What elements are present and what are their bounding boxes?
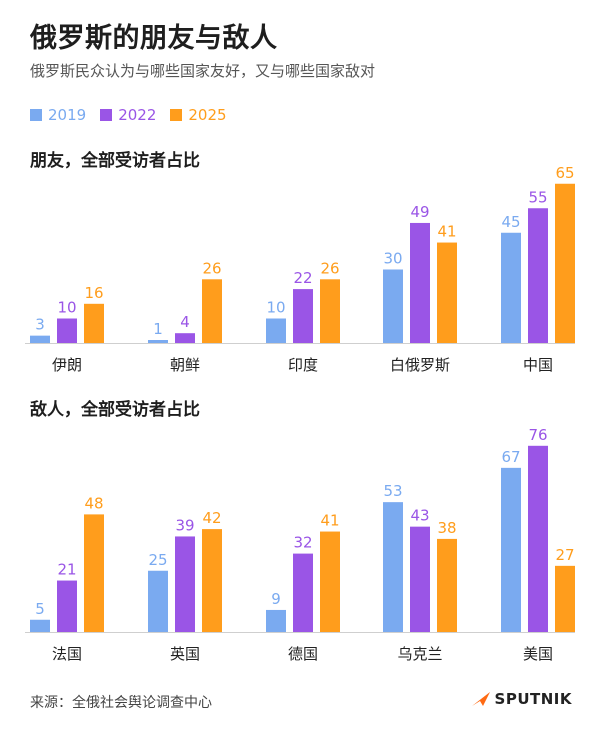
enemies-category-label: 英国 [170, 645, 200, 663]
friends-bar-白俄罗斯-2022 [410, 222, 430, 343]
enemies-value-label: 27 [555, 546, 574, 564]
friends-category-label: 印度 [288, 356, 318, 374]
enemies-bar-美国-2025 [555, 565, 575, 632]
sputnik-arrow-icon [471, 692, 490, 706]
friends-bar-白俄罗斯-2025 [437, 242, 457, 343]
friends-value-label: 22 [293, 269, 312, 287]
legend-swatch-2019 [30, 109, 42, 121]
friends-section-title: 朋友，全部受访者占比 [30, 151, 200, 171]
legend-label-2025: 2025 [188, 106, 227, 124]
friends-value-label: 30 [383, 250, 402, 268]
enemies-section-title: 敌人，全部受访者占比 [30, 400, 200, 420]
friends-value-label: 55 [528, 188, 547, 206]
friends-bar-中国-2022 [528, 208, 548, 343]
source-note: 来源：全俄社会舆论调查中心 [30, 695, 212, 711]
enemies-bar-德国-2022 [293, 553, 313, 632]
enemies-category-label: 美国 [523, 645, 553, 663]
enemies-value-label: 9 [271, 590, 281, 608]
friends-value-label: 49 [410, 203, 429, 221]
enemies-bar-乌克兰-2025 [437, 538, 457, 632]
enemies-category-label: 法国 [52, 645, 82, 663]
legend-swatch-2025 [170, 109, 183, 121]
friends-bar-中国-2019 [501, 232, 521, 343]
page-subtitle: 俄罗斯民众认为与哪些国家友好，又与哪些国家敌对 [30, 62, 376, 80]
legend-label-2022: 2022 [118, 106, 157, 124]
friends-category-label: 白俄罗斯 [390, 356, 450, 374]
enemies-value-label: 48 [84, 494, 103, 512]
enemies-value-label: 32 [293, 534, 312, 552]
friends-bar-印度-2025 [320, 279, 340, 343]
enemies-value-label: 43 [410, 507, 429, 525]
friends-value-label: 10 [266, 299, 285, 317]
friends-bar-白俄罗斯-2019 [383, 269, 403, 343]
enemies-bar-乌克兰-2019 [383, 502, 403, 632]
enemies-bar-乌克兰-2022 [410, 526, 430, 632]
friends-value-label: 4 [180, 313, 190, 331]
page-title: 俄罗斯的朋友与敌人 [30, 23, 278, 54]
friends-bar-印度-2019 [266, 318, 286, 343]
friends-bar-中国-2025 [555, 183, 575, 343]
legend-swatch-2022 [100, 109, 113, 121]
friends-bar-伊朗-2019 [30, 335, 50, 343]
enemies-bar-英国-2025 [202, 529, 222, 632]
enemies-value-label: 38 [437, 519, 456, 537]
enemies-category-label: 德国 [288, 645, 318, 663]
friends-value-label: 3 [35, 316, 45, 334]
enemies-value-label: 41 [320, 512, 339, 530]
enemies-value-label: 76 [528, 426, 547, 444]
friends-bar-伊朗-2025 [84, 303, 104, 343]
friends-bar-伊朗-2022 [57, 318, 77, 343]
enemies-bar-法国-2025 [84, 514, 104, 632]
friends-value-label: 65 [555, 164, 574, 182]
enemies-bar-美国-2022 [528, 445, 548, 632]
friends-category-label: 朝鲜 [170, 356, 200, 374]
enemies-bar-德国-2019 [266, 609, 286, 632]
legend-item-2019: 2019 [30, 106, 86, 124]
sputnik-logo: SPUTNIK [471, 690, 572, 708]
enemies-value-label: 67 [501, 448, 520, 466]
friends-value-label: 45 [501, 213, 520, 231]
friends-bar-印度-2022 [293, 289, 313, 343]
enemies-value-label: 5 [35, 600, 45, 618]
friends-value-label: 16 [84, 284, 103, 302]
friends-category-label: 伊朗 [52, 356, 82, 374]
enemies-value-label: 53 [383, 482, 402, 500]
friends-category-label: 中国 [523, 356, 553, 374]
friends-value-label: 1 [153, 320, 163, 338]
friends-value-label: 26 [202, 259, 221, 277]
friends-value-label: 10 [57, 299, 76, 317]
legend-item-2025: 2025 [170, 106, 227, 124]
brand-name: SPUTNIK [494, 690, 572, 708]
legend-label-2019: 2019 [48, 106, 87, 124]
enemies-bar-法国-2022 [57, 580, 77, 632]
enemies-value-label: 25 [148, 551, 167, 569]
legend-item-2022: 2022 [100, 106, 156, 124]
enemies-bar-法国-2019 [30, 619, 50, 632]
enemies-bar-美国-2019 [501, 467, 521, 632]
enemies-bar-英国-2019 [148, 570, 168, 632]
enemies-bar-英国-2022 [175, 536, 195, 632]
friends-bar-朝鲜-2019 [148, 340, 168, 343]
friends-value-label: 26 [320, 259, 339, 277]
enemies-bar-德国-2025 [320, 531, 340, 632]
friends-bar-朝鲜-2025 [202, 279, 222, 343]
friends-bar-朝鲜-2022 [175, 333, 195, 343]
friends-value-label: 41 [437, 223, 456, 241]
enemies-value-label: 21 [57, 561, 76, 579]
legend: 2019 2022 2025 [30, 106, 241, 124]
enemies-value-label: 42 [202, 509, 221, 527]
enemies-value-label: 39 [175, 516, 194, 534]
enemies-category-label: 乌克兰 [397, 645, 442, 663]
